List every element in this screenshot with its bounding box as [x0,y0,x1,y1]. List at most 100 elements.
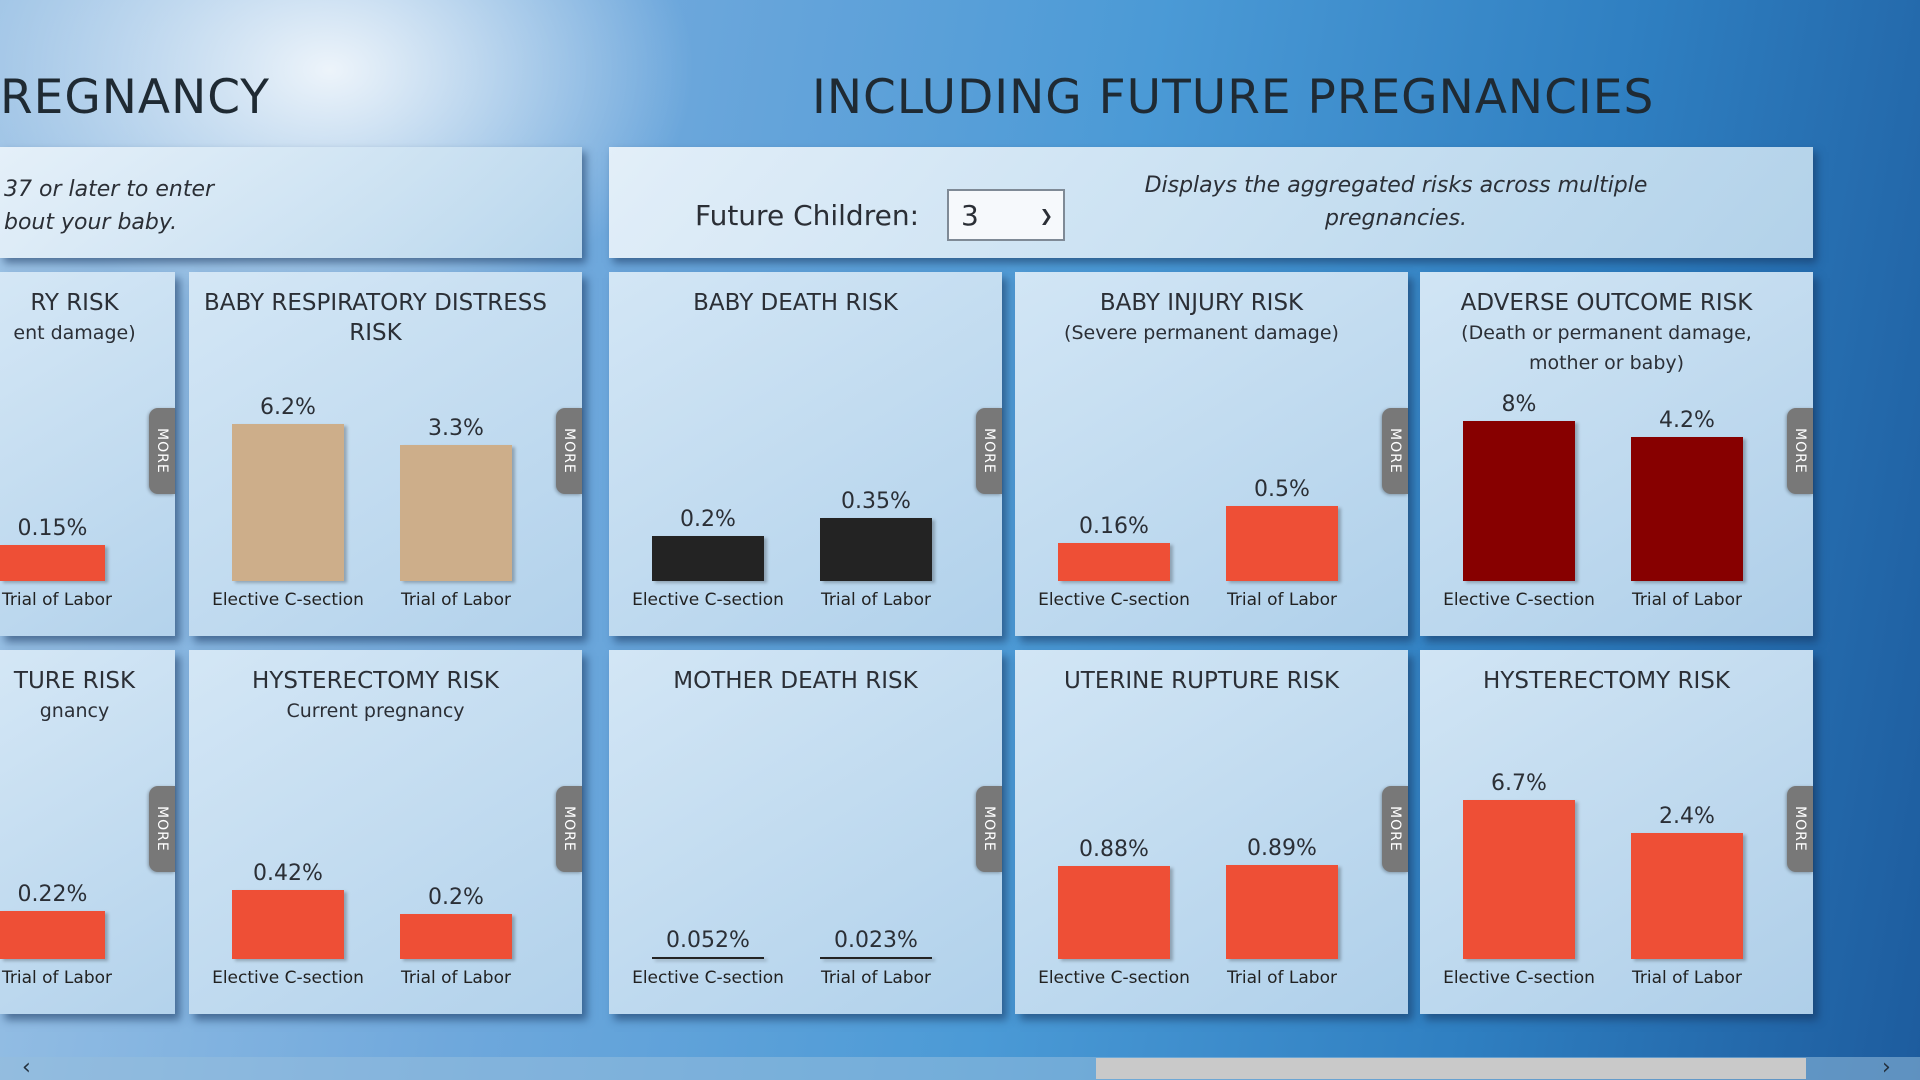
risk-card: RY RISK ent damage) 0.15% Trial of Labor MOR… [0,272,175,636]
bar-value-label: 8% [1501,392,1537,417]
bar-value-label: 0.35% [841,488,911,514]
more-button[interactable]: MORE [1382,786,1408,872]
bar-trial-of-labor [1631,436,1743,581]
more-button[interactable]: MORE [976,786,1002,872]
future-description: Displays the aggregated risks across mul… [1144,173,1648,231]
card-subtitle: (Severe permanent damage) [1064,322,1339,344]
category-label: Trial of Labor [1631,968,1742,988]
card-title: RY RISK ent damage) [4,288,145,348]
card-title-text: HYSTERECTOMY RISK [252,668,499,694]
current-info-panel: 37 or later to enter bout your baby. [0,147,582,258]
risk-card: UTERINE RUPTURE RISK 0.88% Elective C-sect… [1015,650,1408,1014]
more-label: MORE [1387,428,1403,474]
card-title-text: HYSTERECTOMY RISK [1483,668,1730,694]
section-heading-future: INCLUDING FUTURE PREGNANCIES [812,70,1655,125]
risk-card: HYSTERECTOMY RISK 6.7% Elective C-section 2… [1420,650,1813,1014]
card-title-text: UTERINE RUPTURE RISK [1063,668,1340,694]
risk-card: BABY RESPIRATORY DISTRESS RISK 6.2% Electi… [189,272,582,636]
bar-trial-of-labor [1226,506,1338,581]
card-title: TURE RISK gnancy [4,666,145,726]
more-label: MORE [561,428,577,474]
scroll-left-icon[interactable]: ‹ [22,1055,31,1080]
category-label: Trial of Labor [1631,590,1742,610]
bar-trial-of-labor [400,444,512,581]
bar-trial-of-labor [1631,832,1743,959]
more-label: MORE [154,806,170,852]
more-label: MORE [154,428,170,474]
more-button[interactable]: MORE [149,786,175,872]
category-label: Trial of Labor [400,968,511,988]
future-children-select[interactable]: 3 ❯ [947,189,1065,241]
more-label: MORE [1792,428,1808,474]
category-label: Elective C-section [1038,968,1190,988]
category-label: Trial of Labor [1226,590,1337,610]
bar-value-label: 0.2% [428,884,484,910]
card-title: BABY RESPIRATORY DISTRESS RISK [199,288,552,348]
bar-value-label: 0.16% [1079,514,1149,540]
scroll-right-icon[interactable]: › [1882,1055,1891,1080]
bar-trial-of-labor [0,545,105,581]
card-title-text: BABY INJURY RISK [1099,290,1304,316]
bar-elective-c-section [652,535,764,581]
bar-trial-of-labor [400,913,512,959]
bar-value-label: 0.15% [17,516,88,542]
category-label: Elective C-section [212,968,364,988]
risk-card: BABY INJURY RISK (Severe permanent damage… [1015,272,1408,636]
bar-value-label: 2.4% [1659,803,1715,829]
bar-elective-c-section [232,424,344,581]
chevron-down-icon: ❯ [1039,205,1053,225]
more-button[interactable]: MORE [556,786,582,872]
info-line-2: bout your baby. [4,210,178,235]
more-button[interactable]: MORE [976,408,1002,494]
card-title: UTERINE RUPTURE RISK [1025,666,1378,696]
more-label: MORE [981,428,997,474]
scrollbar-thumb[interactable] [1096,1058,1806,1079]
more-label: MORE [1792,806,1808,852]
card-subtitle: Current pregnancy [286,700,465,722]
bar-elective-c-section [652,957,764,959]
category-label: Elective C-section [632,590,784,610]
card-title-text: TURE RISK [13,668,136,694]
bar-elective-c-section [1463,421,1575,581]
future-children-value: 3 [961,198,979,232]
bar-value-label: 0.42% [253,860,323,886]
card-title-text: ADVERSE OUTCOME RISK [1460,290,1753,316]
bar-elective-c-section [1058,865,1170,959]
more-button[interactable]: MORE [556,408,582,494]
card-title-text: BABY DEATH RISK [693,290,898,316]
category-label: Elective C-section [1038,590,1190,610]
more-button[interactable]: MORE [1787,408,1813,494]
risk-card: BABY DEATH RISK 0.2% Elective C-section 0.3… [609,272,1002,636]
more-button[interactable]: MORE [1382,408,1408,494]
future-children-label: Future Children: [695,199,919,232]
bar-value-label: 0.5% [1254,477,1310,503]
category-label: Trial of Labor [2,590,113,610]
more-button[interactable]: MORE [149,408,175,494]
section-heading-current: REGNANCY [0,70,270,125]
bar-trial-of-labor [820,957,932,959]
bar-trial-of-labor [1226,865,1338,959]
category-label: Elective C-section [1443,590,1595,610]
category-label: Elective C-section [632,968,784,988]
card-subtitle: ent damage) [13,322,136,344]
bar-value-label: 6.7% [1491,770,1547,796]
more-button[interactable]: MORE [1787,786,1813,872]
bar-elective-c-section [1463,799,1575,959]
future-controls-panel: Future Children: 3 ❯ Displays the aggreg… [609,147,1813,258]
category-label: Trial of Labor [2,968,113,988]
card-title-text: BABY RESPIRATORY DISTRESS RISK [203,290,548,346]
card-subtitle: gnancy [39,700,110,722]
category-label: Trial of Labor [400,590,511,610]
bar-elective-c-section [232,889,344,959]
horizontal-scrollbar[interactable]: ‹ › [0,1055,1920,1080]
bar-value-label: 3.3% [428,415,484,441]
bar-trial-of-labor [0,910,105,959]
bar-value-label: 0.22% [17,881,88,907]
card-subtitle: (Death or permanent damage, mother or ba… [1461,322,1752,374]
risk-card: ADVERSE OUTCOME RISK (Death or permanent … [1420,272,1813,636]
risk-card: TURE RISK gnancy 0.22% Trial of Labor MORE [0,650,175,1014]
card-title: ADVERSE OUTCOME RISK (Death or permanent … [1430,288,1783,378]
category-label: Elective C-section [212,590,364,610]
more-label: MORE [981,806,997,852]
bar-value-label: 0.88% [1079,836,1149,862]
